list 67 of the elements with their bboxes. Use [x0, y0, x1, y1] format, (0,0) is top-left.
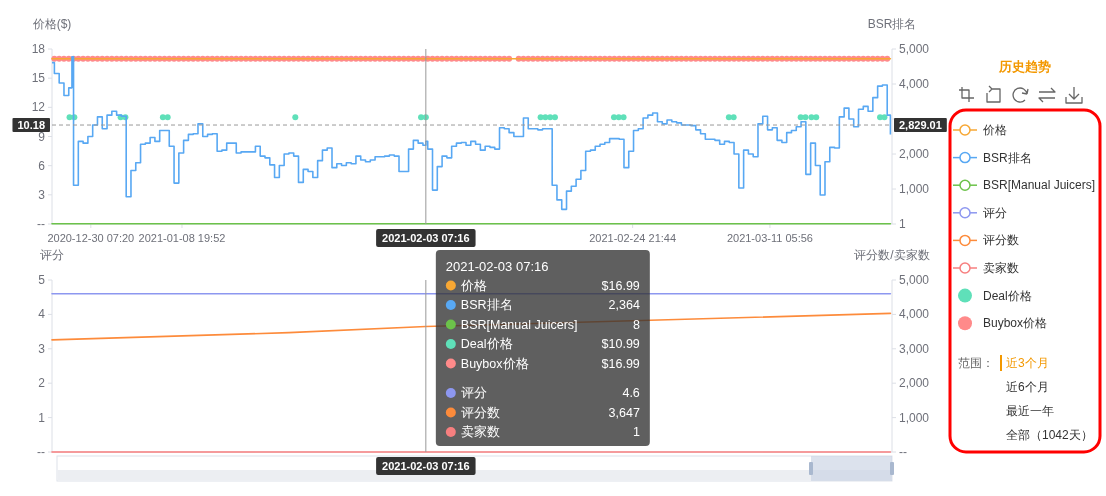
text: 最近一年 [1006, 404, 1054, 418]
text: BSR[Manual Juicers] [983, 178, 1096, 193]
x-tick-label: 2020-12-30 07:20 [47, 232, 135, 244]
y-tick-label: 4 [38, 307, 46, 322]
text: Deal价格 [460, 337, 513, 351]
y2-tick-label: 2,000 [899, 147, 930, 162]
annotation: 2,829.01 [899, 119, 942, 132]
text: 卖家数 [983, 261, 1019, 275]
y2-tick-label: 1,000 [899, 182, 930, 197]
text: 范围： [958, 356, 994, 370]
text: 价格 [460, 278, 487, 293]
y-tick-label: -- [37, 445, 45, 459]
legend-label: 评分 [460, 386, 487, 400]
y-tick-label: 3 [38, 341, 46, 356]
ref-line-label: 2021-02-03 07:16 [382, 460, 470, 472]
y2-tick-label: 4,000 [899, 307, 930, 322]
annotation: $16.99 [601, 356, 640, 371]
y2-axis-title: BSR排名 [867, 17, 917, 31]
y2-tick-label: 1,000 [899, 410, 930, 425]
y-tick-label: 2 [38, 376, 46, 391]
x-tick-label: 2021-03-11 05:56 [726, 232, 813, 244]
text: 历史趋势 [998, 58, 1051, 74]
text: 评分数 [983, 233, 1019, 248]
y2-tick-label: 5,000 [899, 273, 930, 287]
annotation: 1 [632, 425, 640, 439]
y-tick-label: 9 [38, 129, 46, 144]
text: 2021-02-03 07:16 [445, 258, 549, 274]
legend-label: BSR排名 [460, 298, 513, 312]
y-tick-label: 3 [38, 187, 46, 202]
annotation: 3,647 [608, 405, 640, 420]
legend-label: Deal价格 [983, 288, 1032, 303]
y2-tick-label: -- [899, 445, 907, 459]
y2-tick-label: 1 [899, 217, 906, 231]
ref-line-label: 2021-02-03 07:16 [382, 232, 470, 244]
y2-tick-label: 5,000 [899, 42, 930, 56]
y-tick-label: 5 [38, 273, 46, 287]
x-tick-label: 2021-02-24 21:44 [589, 232, 677, 244]
y-tick-label: 18 [31, 42, 46, 56]
text: 近3个月 [1006, 356, 1049, 370]
text: 评分 [983, 205, 1007, 220]
text: Buybox价格 [983, 316, 1048, 331]
annotation: 4.6 [622, 386, 640, 400]
annotation: 2,364 [608, 298, 640, 312]
text: BSR排名 [983, 150, 1032, 165]
legend-label: BSR[Manual Juicers] [460, 317, 578, 332]
y2-tick-label: 3,000 [899, 341, 930, 356]
text: 近6个月 [1006, 380, 1049, 394]
y2-axis-title: 评分数/卖家数 [854, 248, 930, 262]
legend-label: 评分数 [460, 405, 500, 420]
y-tick-label: -- [37, 217, 45, 231]
y-axis-title: 评分 [40, 248, 64, 262]
y-tick-label: 12 [31, 100, 46, 115]
annotation: $10.99 [601, 337, 640, 351]
y-tick-label: 1 [38, 410, 46, 425]
y-axis-title: 价格($) [31, 17, 72, 31]
text: 全部（1042天） [1006, 428, 1093, 442]
y2-tick-label: 2,000 [899, 376, 930, 391]
legend-label: 价格 [982, 123, 1007, 137]
legend-label: 卖家数 [460, 424, 500, 439]
y-tick-label: 15 [31, 71, 46, 86]
y2-tick-label: 4,000 [899, 77, 930, 92]
ref-line-label: 10.18 [17, 119, 45, 132]
x-tick-label: 2021-01-08 19:52 [138, 232, 226, 244]
legend-label: Buybox价格 [460, 356, 529, 371]
annotation: $16.99 [601, 278, 640, 293]
annotation: 8 [632, 317, 640, 332]
y-tick-label: 6 [38, 158, 46, 173]
